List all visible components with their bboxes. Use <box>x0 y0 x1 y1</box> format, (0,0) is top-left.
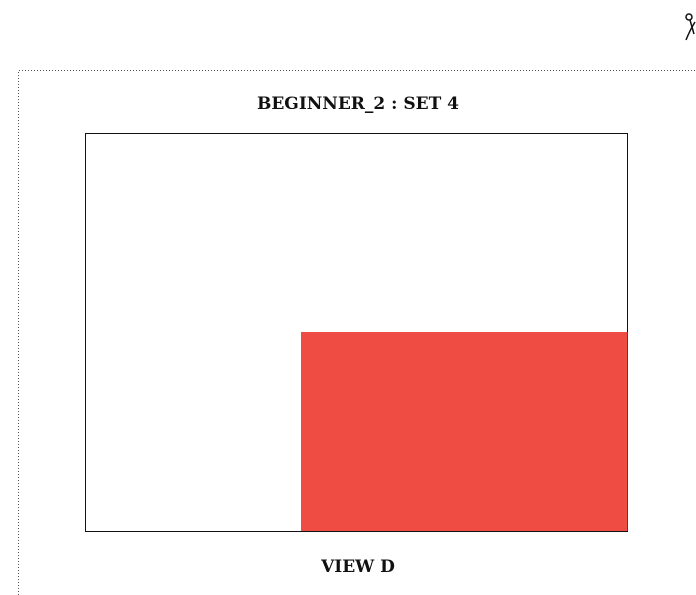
card-title: BEGINNER_2 : SET 4 <box>257 94 459 114</box>
view-caption: VIEW D <box>320 557 395 577</box>
red-block <box>301 332 628 531</box>
cut-border <box>18 70 696 595</box>
scissors-icon <box>685 13 696 41</box>
